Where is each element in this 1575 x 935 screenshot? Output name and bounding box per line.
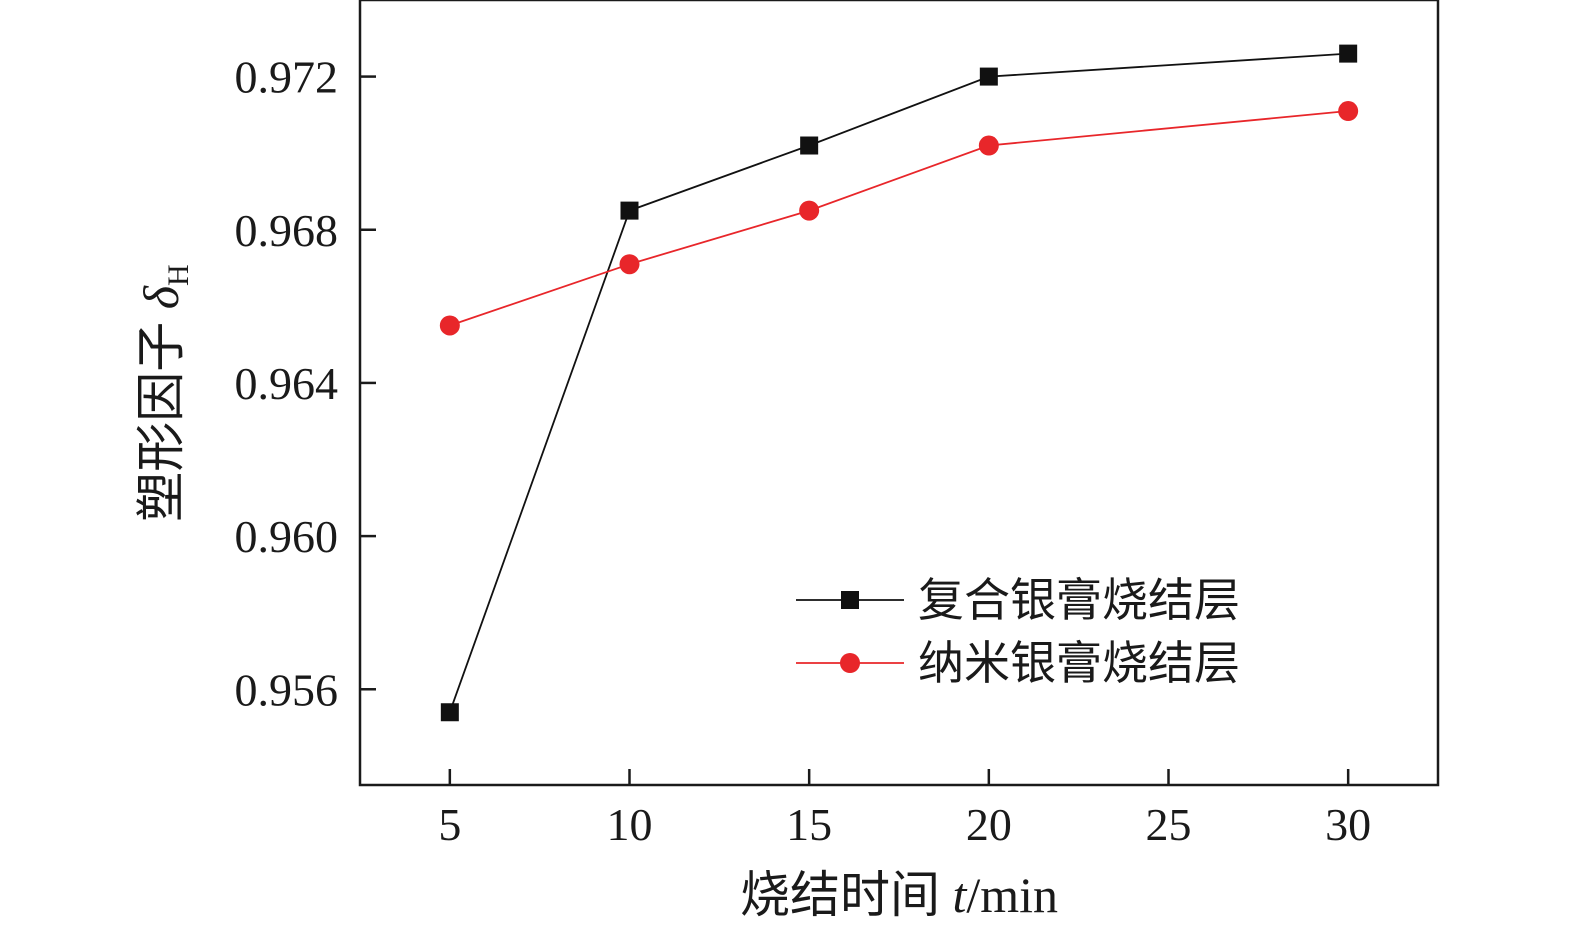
series-2-point: [1338, 101, 1359, 122]
legend-item-2: 纳米银膏烧结层: [796, 638, 1240, 689]
series-1: [440, 44, 1358, 722]
y-tick-label: 0.960: [235, 511, 339, 562]
x-tick-label: 10: [607, 799, 653, 850]
x-axis-title-var: t: [952, 867, 967, 923]
legend-label: 纳米银膏烧结层: [918, 638, 1240, 689]
series-2-point: [619, 254, 640, 275]
series-layer: [439, 44, 1359, 722]
x-tick-label: 25: [1146, 799, 1192, 850]
y-axis-title-sub: H: [162, 264, 195, 286]
series-1-point: [620, 201, 639, 220]
series-2-point: [799, 200, 820, 221]
y-axis-title-text: 塑形因子: [133, 309, 189, 522]
x-axis-ticks: 5 10 15 20 25 30: [438, 769, 1371, 850]
x-tick-label: 20: [966, 799, 1012, 850]
y-tick-label: 0.964: [235, 358, 339, 409]
series-2-line: [449, 110, 1349, 327]
series-1-point: [1339, 44, 1358, 63]
x-axis-title: 烧结时间 t/min: [740, 867, 1058, 923]
x-tick-label: 15: [786, 799, 832, 850]
series-2-point: [978, 135, 999, 156]
x-axis-title-text: 烧结时间: [740, 867, 953, 923]
series-1-point: [979, 67, 998, 86]
y-tick-label: 0.968: [235, 205, 339, 256]
plot-frame: [358, 0, 1440, 787]
y-tick-label: 0.956: [235, 664, 339, 715]
legend-swatch-marker: [841, 591, 859, 609]
series-1-point: [800, 136, 819, 155]
series-1-point: [440, 703, 459, 722]
y-tick-label: 0.972: [235, 52, 339, 103]
legend-label: 复合银膏烧结层: [918, 575, 1240, 626]
x-tick-label: 30: [1325, 799, 1371, 850]
legend-swatch-marker: [840, 653, 860, 673]
series-2: [439, 101, 1359, 336]
y-axis-title-var: δ: [133, 285, 189, 309]
series-2-point: [439, 315, 460, 336]
y-axis-ticks: 0.956 0.960 0.964 0.968 0.972: [235, 52, 376, 715]
legend-item-1: 复合银膏烧结层: [796, 575, 1240, 626]
x-axis-title-unit: /min: [966, 867, 1058, 923]
y-axis-title: 塑形因子 δH: [133, 264, 195, 521]
x-tick-label: 5: [438, 799, 461, 850]
